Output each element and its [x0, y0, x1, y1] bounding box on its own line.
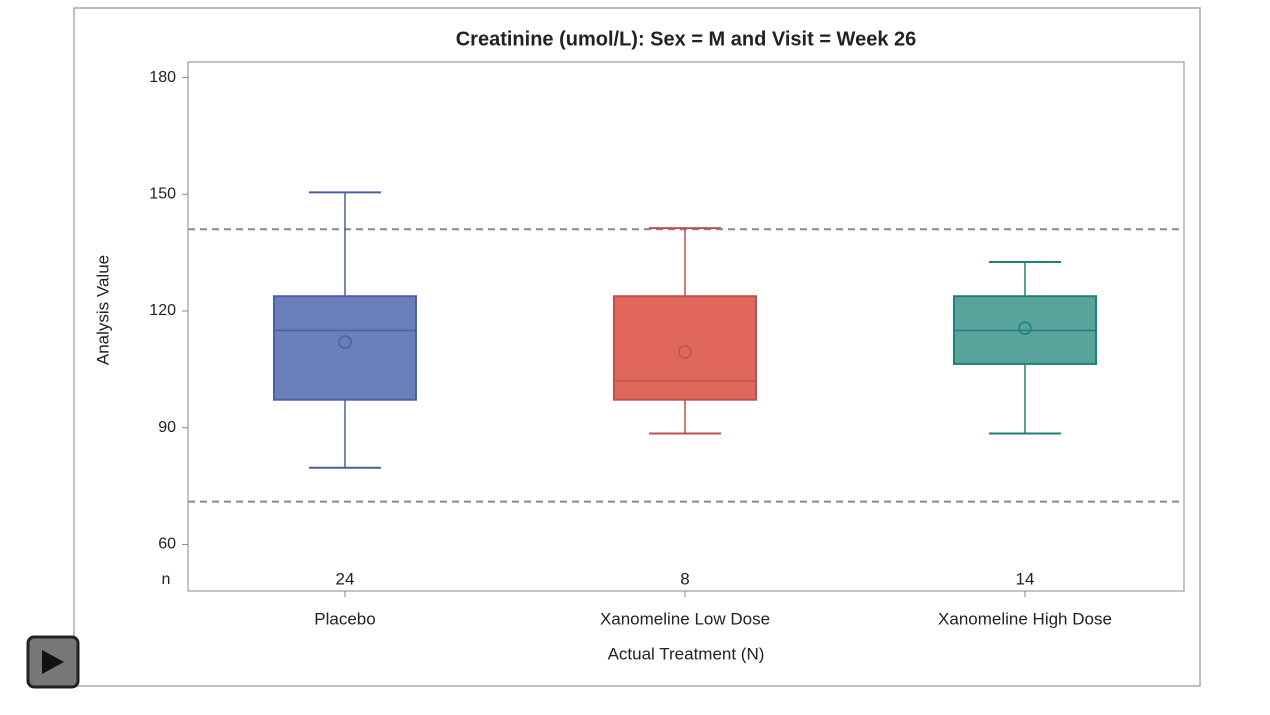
y-tick-label: 60 — [158, 536, 176, 553]
x-axis-label: Actual Treatment (N) — [608, 644, 765, 663]
n-value: 8 — [680, 569, 689, 588]
y-tick-label: 150 — [149, 186, 176, 203]
n-value: 24 — [336, 569, 355, 588]
x-tick-label: Xanomeline Low Dose — [600, 609, 770, 628]
mean — [338, 335, 352, 349]
play-button[interactable] — [26, 635, 80, 689]
mean — [1018, 321, 1032, 335]
n-value: 14 — [1016, 569, 1035, 588]
play-icon[interactable] — [42, 650, 64, 674]
chart-title: Creatinine (umol/L): Sex = M and Visit =… — [456, 28, 917, 50]
x-tick-label: Xanomeline High Dose — [938, 609, 1112, 628]
y-tick-label: 90 — [158, 419, 176, 436]
x-tick-label: Placebo — [314, 609, 375, 628]
n-label: n — [162, 571, 171, 588]
plot-area — [187, 61, 1185, 592]
mean — [678, 345, 692, 359]
y-tick-label: 180 — [149, 69, 176, 86]
y-axis-label: Analysis Value — [93, 255, 112, 365]
y-tick-label: 120 — [149, 302, 176, 319]
box — [613, 295, 757, 401]
